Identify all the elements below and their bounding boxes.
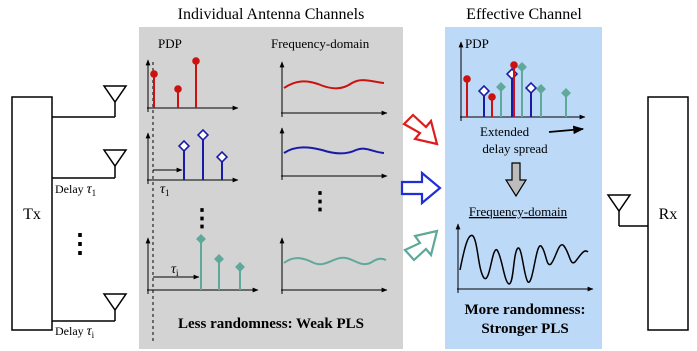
pdp-vertical-dots: ⋮ <box>190 206 214 232</box>
freq-plot-i <box>279 237 388 294</box>
red-combine-arrow <box>402 113 439 146</box>
effective-pdp-plot <box>458 41 586 121</box>
teal-combine-arrow <box>403 229 439 262</box>
freq-vertical-dots: ⋮ <box>308 189 332 215</box>
blue-combine-arrow <box>400 170 442 206</box>
freq-plot-1 <box>279 61 388 117</box>
tx-antenna-i <box>52 293 128 322</box>
pdp-plot-1 <box>145 57 239 112</box>
rx-label: Rx <box>659 206 678 223</box>
freq-plot-2 <box>279 127 388 180</box>
taui-label: τi <box>171 262 179 278</box>
pdp-label-left: PDP <box>158 36 182 51</box>
delay-label-i: Delay τi <box>55 324 95 340</box>
tx-label: Tx <box>23 206 41 223</box>
extended-delay-arrow <box>548 125 585 135</box>
delay-label-1: Delay τ1 <box>55 182 96 198</box>
effective-freq-plot <box>455 223 594 293</box>
extended-delay-label-line1: Extended <box>480 124 530 139</box>
tx-antenna-2 <box>52 149 128 179</box>
pdp-plot-2 <box>145 128 239 184</box>
tx-antenna-1 <box>52 85 128 118</box>
frequency-domain-label-right: Frequency-domain <box>469 204 568 219</box>
pdp-label-right: PDP <box>465 36 489 51</box>
frequency-domain-label-left: Frequency-domain <box>271 36 370 51</box>
tau1-label: τ1 <box>160 182 170 198</box>
tx-box <box>11 96 53 331</box>
strong-pls-caption-line1: More randomness: <box>465 302 586 318</box>
strong-pls-caption-line2: Stronger PLS <box>481 321 568 337</box>
weak-pls-caption: Less randomness: Weak PLS <box>178 316 364 332</box>
effective-channel-title: Effective Channel <box>466 6 582 23</box>
pdp-plot-i <box>145 234 259 294</box>
transform-down-arrow <box>504 162 528 198</box>
effective-channel-panel <box>445 27 602 349</box>
individual-channels-panel <box>139 27 403 349</box>
tx-vertical-dots: ⋮ <box>67 229 93 258</box>
rx-box <box>647 96 689 331</box>
extended-delay-label-line2: delay spread <box>482 141 548 156</box>
rx-antenna <box>606 194 648 227</box>
individual-channels-title: Individual Antenna Channels <box>178 6 365 23</box>
